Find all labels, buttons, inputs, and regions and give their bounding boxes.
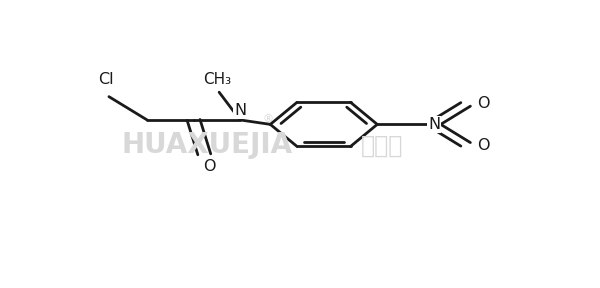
Text: O: O bbox=[203, 159, 216, 174]
Text: N: N bbox=[234, 103, 246, 118]
Text: 化学加: 化学加 bbox=[361, 133, 403, 158]
Text: ®: ® bbox=[262, 114, 274, 124]
Text: N: N bbox=[428, 117, 440, 132]
Text: HUAXUEJIA: HUAXUEJIA bbox=[122, 131, 293, 160]
Text: O: O bbox=[477, 138, 490, 153]
Text: O: O bbox=[477, 96, 490, 111]
Text: CH₃: CH₃ bbox=[203, 72, 231, 87]
Text: Cl: Cl bbox=[98, 72, 114, 87]
